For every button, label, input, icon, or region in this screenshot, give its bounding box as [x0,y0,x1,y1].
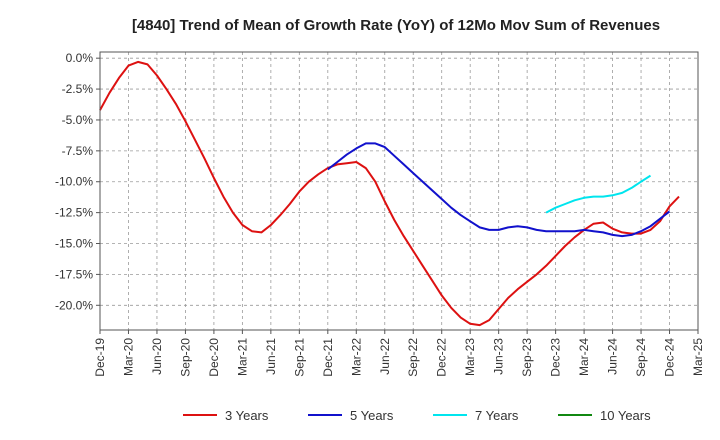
series-line-3-years [99,60,680,327]
x-tick-label: Dec-24 [663,338,677,377]
x-tick-label: Mar-25 [691,338,705,376]
x-tick-label: Dec-21 [321,338,335,377]
x-tick-label: Dec-20 [207,338,221,377]
y-tick-label: -17.5% [55,267,93,281]
x-tick-label: Mar-22 [349,338,363,376]
x-tick-label: Dec-23 [549,338,563,377]
y-axis: 0.0% -2.5% -5.0% -7.5% -10.0% -12.5% -15.0% -17… [55,51,100,312]
chart-title: [4840] Trend of Mean of Growth Rate (YoY… [132,17,660,34]
x-tick-label: Sep-23 [520,338,534,377]
x-tick-label: Sep-21 [292,338,306,377]
x-tick-label: Mar-20 [121,338,135,376]
series-line-7-years [545,174,652,214]
x-tick-label: Jun-24 [606,338,620,375]
y-tick-label: -15.0% [55,237,93,251]
legend-label-5-years: 5 Years [350,408,394,423]
legend-label-3-years: 3 Years [225,408,269,423]
y-tick-label: -20.0% [55,298,93,312]
x-axis: Dec-19 Mar-20 Jun-20 Sep-20 Dec-20 Mar-21 Jun-… [93,330,705,377]
x-tick-label: Mar-23 [463,338,477,376]
x-tick-label: Jun-20 [150,338,164,375]
x-tick-label: Jun-21 [264,338,278,375]
legend-label-10-years: 10 Years [600,408,651,423]
y-tick-label: -5.0% [62,113,94,127]
x-tick-label: Mar-24 [577,338,591,376]
series-line-5-years [327,142,671,238]
x-tick-label: Dec-19 [93,338,107,377]
x-tick-label: Dec-22 [435,338,449,377]
plot-frame [99,51,699,331]
y-tick-label: 0.0% [66,51,94,65]
y-tick-label: -12.5% [55,206,93,220]
grid [99,52,699,330]
x-tick-label: Sep-22 [406,338,420,377]
legend: 3 Years 5 Years 7 Years 10 Years [183,408,651,423]
x-tick-label: Sep-20 [178,338,192,377]
x-tick-label: Jun-23 [492,338,506,375]
series-lines [99,60,680,327]
x-tick-label: Jun-22 [378,338,392,375]
x-tick-label: Sep-24 [634,338,648,377]
legend-label-7-years: 7 Years [475,408,519,423]
y-tick-label: -2.5% [62,82,94,96]
x-tick-label: Mar-21 [235,338,249,376]
y-tick-label: -7.5% [62,144,94,158]
y-tick-label: -10.0% [55,175,93,189]
